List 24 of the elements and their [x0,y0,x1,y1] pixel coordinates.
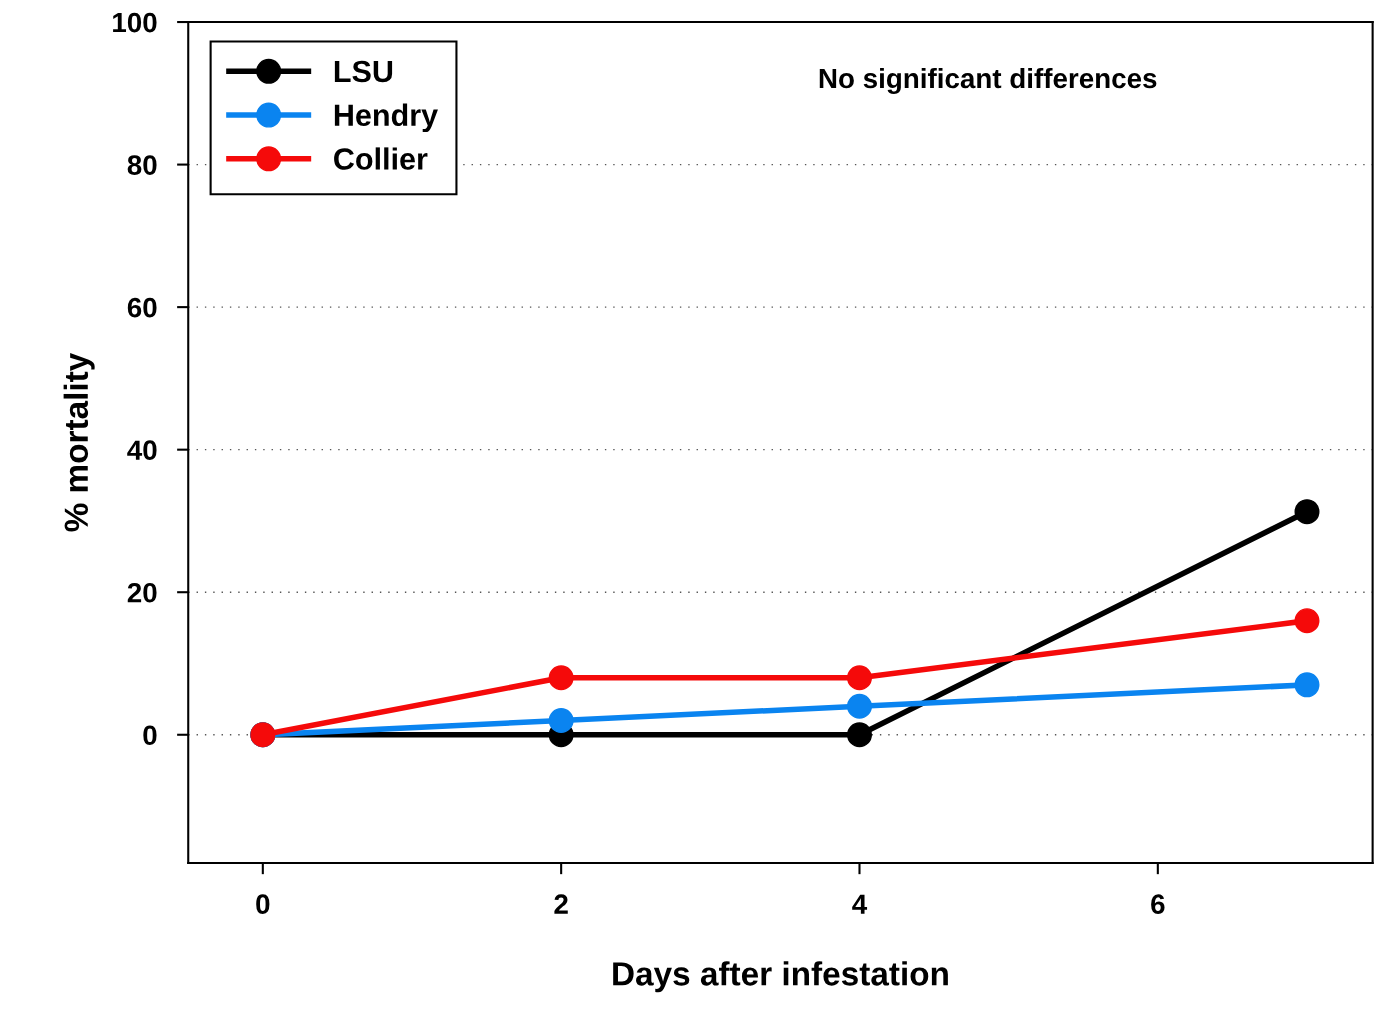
y-axis-title: % mortality [63,352,95,532]
y-tick-label: 40 [127,440,157,461]
y-tick-label: 60 [127,297,157,318]
x-tick-label: 4 [852,894,868,914]
y-tick-label: 0 [143,725,157,746]
y-tick-label: 80 [127,155,157,175]
y-tick-label: 100 [113,12,157,33]
point [846,693,872,719]
point [548,708,574,734]
point [1294,608,1320,634]
legend-label: LSU [334,60,393,83]
annotation: No significant differences [819,67,1157,94]
point [846,665,872,691]
x-tick-label: 6 [1151,894,1165,915]
point [846,722,872,748]
y-tick-label: 20 [127,582,157,603]
point [1294,499,1320,525]
point [1294,672,1320,698]
legend-label: Hendry [334,103,438,133]
point [548,665,574,691]
x-tick-label: 0 [256,894,270,915]
legend-label: Collier [334,147,428,170]
x-tick-label: 2 [554,894,568,914]
x-axis-title: Days after infestation [613,961,948,993]
